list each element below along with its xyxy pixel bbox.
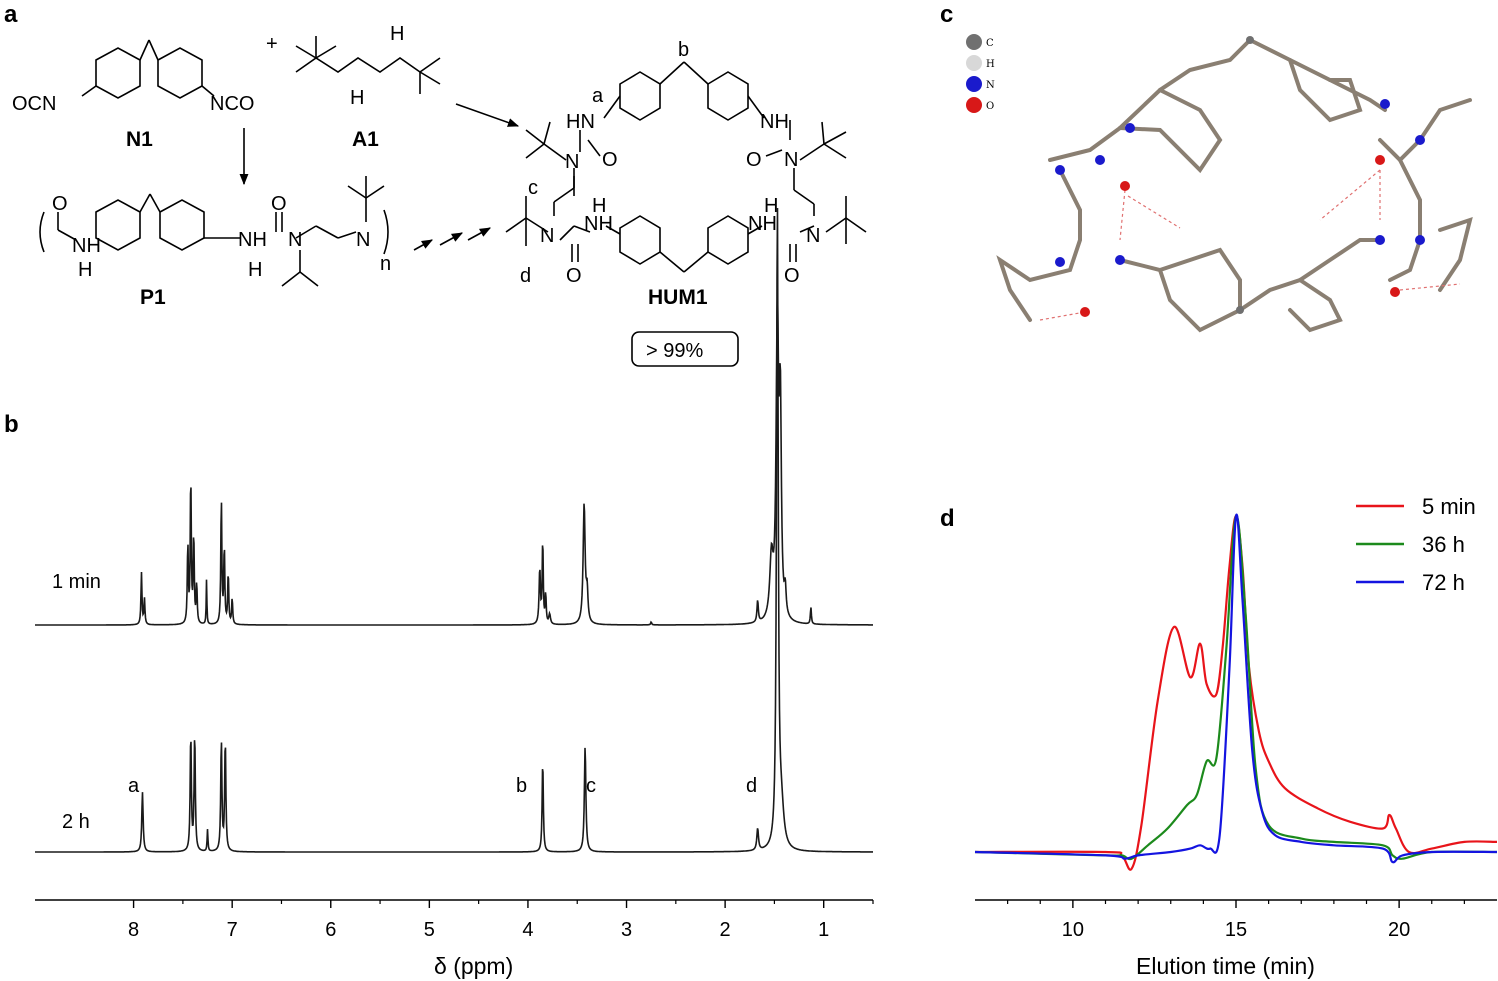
p1-o-mid: O xyxy=(271,193,287,215)
p1-nh-mid: NH xyxy=(238,229,267,251)
arrow-to-macrocycle xyxy=(455,103,520,127)
gpc-legend: 5 min 36 h 72 h xyxy=(1356,494,1476,595)
nmr-peak-label-a: a xyxy=(128,775,140,797)
a1-label: A1 xyxy=(352,128,379,151)
gpc-tick-label: 20 xyxy=(1388,919,1410,941)
atom-legend-o-swatch xyxy=(966,97,982,113)
atom-legend-n-label: N xyxy=(986,80,995,91)
molecule-bonds xyxy=(996,37,1473,333)
plus-sign: + xyxy=(266,33,278,55)
scheme-labels: OCN NCO N1 + H H A1 O NH H NH H O N N n … xyxy=(12,23,820,362)
gpc-chart: 10 15 20 Elution time (min) 5 min 36 h 72 h xyxy=(974,494,1498,979)
atom-legend-c-swatch xyxy=(966,34,982,50)
nmr-peak-label-c: c xyxy=(586,775,596,797)
gpc-series-line-0 xyxy=(974,514,1498,871)
hum1-o-tl: O xyxy=(602,149,618,171)
atom-legend-h-label: H xyxy=(986,59,995,70)
hum1-label-a: a xyxy=(592,85,604,107)
a1-nh-right: H xyxy=(390,23,404,45)
nmr-tick-label: 2 xyxy=(720,919,731,941)
hum1-nh-bl: NH xyxy=(584,213,613,235)
nmr-tick-label: 5 xyxy=(424,919,435,941)
atom-legend-n-swatch xyxy=(966,76,982,92)
nmr-tick-label: 6 xyxy=(325,919,336,941)
p1-n-subscript: n xyxy=(380,253,391,275)
panel-label-c: c xyxy=(940,1,953,28)
nco-label: NCO xyxy=(210,93,254,115)
nmr-peak-label-d: d xyxy=(746,775,757,797)
hum1-structure xyxy=(505,61,867,273)
p1-label: P1 xyxy=(140,286,166,309)
gpc-tick-label: 10 xyxy=(1062,919,1084,941)
molecule-atoms xyxy=(1055,36,1425,317)
p1-n-mid: N xyxy=(288,229,302,251)
nmr-trace-2h xyxy=(35,207,873,853)
a1-structure xyxy=(295,36,441,94)
hum1-label-d: d xyxy=(520,265,531,287)
reaction-scheme xyxy=(39,36,867,367)
hum1-n-tr: N xyxy=(784,149,798,171)
n1-label: N1 xyxy=(126,128,153,151)
hum1-o-tr: O xyxy=(746,149,762,171)
n1-structure xyxy=(81,39,215,99)
hum1-nh-br: NH xyxy=(748,213,777,235)
p1-n-right: N xyxy=(356,229,370,251)
nmr-trace-1min-label: 1 min xyxy=(52,571,101,593)
hum1-n-br: N xyxy=(806,225,820,247)
hum1-o-br: O xyxy=(784,265,800,287)
hum1-n-tl: N xyxy=(565,151,579,173)
nmr-tick-label: 8 xyxy=(128,919,139,941)
atom-legend-o-label: O xyxy=(986,101,994,112)
atom-legend-c-label: C xyxy=(986,38,994,49)
equilibrium-arrows xyxy=(413,227,491,251)
nmr-spectra: 1 min 2 h a b c d 8 7 6 5 4 3 2 1 δ (ppm) xyxy=(35,207,874,979)
p1-h-left: H xyxy=(78,259,92,281)
gpc-series-line-1 xyxy=(974,514,1498,861)
hum1-hn-tl: HN xyxy=(566,111,595,133)
hum1-o-bl: O xyxy=(566,265,582,287)
panel-label-a: a xyxy=(4,1,18,28)
gpc-x-axis-title: Elution time (min) xyxy=(1136,953,1315,979)
nmr-peak-label-b: b xyxy=(516,775,527,797)
hum1-label-b: b xyxy=(678,39,689,61)
hum1-nh-tr: NH xyxy=(760,111,789,133)
gpc-tick-label: 15 xyxy=(1225,919,1247,941)
ocn-label: OCN xyxy=(12,93,56,115)
hum1-label: HUM1 xyxy=(648,286,708,309)
gpc-legend-label: 72 h xyxy=(1422,570,1465,595)
nmr-tick-label: 7 xyxy=(227,919,238,941)
p1-h-mid: H xyxy=(248,259,262,281)
nmr-tick-label: 1 xyxy=(818,919,829,941)
nmr-tick-label: 3 xyxy=(621,919,632,941)
hum1-n-bl: N xyxy=(540,225,554,247)
nmr-trace-2h-label: 2 h xyxy=(62,811,90,833)
nmr-x-ticks: 8 7 6 5 4 3 2 1 xyxy=(128,900,874,941)
gpc-legend-label: 36 h xyxy=(1422,532,1465,557)
gpc-series-line-2 xyxy=(974,513,1498,864)
yield-text: > 99% xyxy=(646,340,703,362)
panel-label-d: d xyxy=(940,505,955,532)
p1-nh-left: NH xyxy=(72,235,101,257)
hum1-h-br: H xyxy=(764,195,778,217)
nmr-x-axis-title: δ (ppm) xyxy=(434,953,513,979)
hum1-h-bl: H xyxy=(592,195,606,217)
p1-o-left: O xyxy=(52,193,68,215)
hum1-label-c: c xyxy=(528,177,538,199)
hydrogen-bonds xyxy=(1039,169,1461,321)
p1-structure xyxy=(39,176,389,287)
nmr-trace-1min xyxy=(35,291,873,626)
panel-label-b: b xyxy=(4,411,19,438)
nmr-tick-label: 4 xyxy=(522,919,533,941)
gpc-x-ticks: 10 15 20 xyxy=(1007,900,1465,941)
gpc-series-group xyxy=(974,513,1498,871)
gpc-legend-label: 5 min xyxy=(1422,494,1476,519)
yield-box xyxy=(631,331,739,367)
a1-nh-left: H xyxy=(350,87,364,109)
atom-legend-h-swatch xyxy=(966,55,982,71)
